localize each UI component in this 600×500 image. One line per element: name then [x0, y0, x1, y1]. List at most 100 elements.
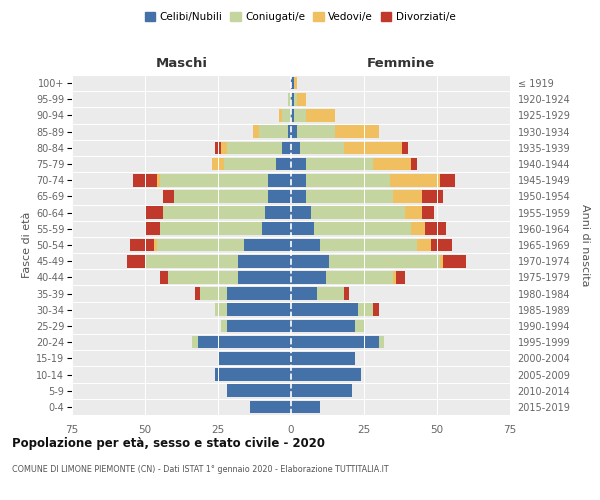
Bar	[317, 288, 344, 300]
Bar	[355, 320, 364, 332]
Bar	[393, 271, 396, 283]
Bar	[160, 222, 262, 235]
Bar	[305, 190, 393, 202]
Bar	[294, 77, 297, 90]
Bar	[390, 174, 440, 186]
Bar	[253, 126, 259, 138]
Bar	[227, 288, 291, 300]
Bar	[212, 158, 224, 170]
Bar	[311, 206, 405, 219]
Bar	[238, 255, 291, 268]
Bar	[305, 174, 390, 186]
Bar	[305, 109, 335, 122]
Bar	[268, 174, 291, 186]
Bar	[335, 126, 379, 138]
Bar	[405, 206, 422, 219]
Bar	[291, 336, 379, 348]
Bar	[130, 238, 154, 252]
Bar	[329, 255, 440, 268]
Bar	[416, 238, 431, 252]
Bar	[250, 400, 291, 413]
Bar	[291, 352, 355, 364]
Bar	[291, 368, 361, 381]
Bar	[291, 174, 305, 186]
Text: Popolazione per età, sesso e stato civile - 2020: Popolazione per età, sesso e stato civil…	[12, 438, 325, 450]
Bar	[443, 255, 466, 268]
Bar	[215, 142, 221, 154]
Bar	[145, 206, 163, 219]
Bar	[440, 174, 455, 186]
Bar	[305, 158, 373, 170]
Bar	[282, 109, 291, 122]
Bar	[291, 238, 320, 252]
Bar	[291, 142, 300, 154]
Bar	[224, 158, 277, 170]
Bar	[157, 174, 160, 186]
Bar	[169, 271, 238, 283]
Bar	[379, 336, 385, 348]
Bar	[422, 206, 434, 219]
Bar	[157, 238, 244, 252]
Bar	[291, 384, 352, 397]
Bar	[154, 238, 157, 252]
Bar	[163, 190, 174, 202]
Bar	[127, 255, 145, 268]
Bar	[262, 222, 291, 235]
Bar	[200, 288, 227, 300]
Bar	[294, 93, 297, 106]
Bar	[358, 304, 373, 316]
Bar	[218, 352, 291, 364]
Bar	[291, 158, 305, 170]
Bar	[411, 158, 416, 170]
Bar	[396, 271, 405, 283]
Bar	[282, 142, 291, 154]
Bar	[291, 320, 355, 332]
Bar	[373, 304, 379, 316]
Bar	[297, 126, 335, 138]
Bar	[422, 190, 443, 202]
Bar	[291, 222, 314, 235]
Bar	[326, 271, 393, 283]
Bar	[160, 174, 268, 186]
Bar	[227, 142, 282, 154]
Bar	[291, 400, 320, 413]
Bar	[227, 384, 291, 397]
Bar	[291, 109, 294, 122]
Y-axis label: Anni di nascita: Anni di nascita	[580, 204, 590, 286]
Bar	[192, 336, 197, 348]
Bar	[197, 336, 291, 348]
Bar	[145, 255, 238, 268]
Bar	[277, 158, 291, 170]
Bar	[215, 304, 227, 316]
Bar	[238, 271, 291, 283]
Bar	[411, 222, 425, 235]
Text: COMUNE DI LIMONE PIEMONTE (CN) - Dati ISTAT 1° gennaio 2020 - Elaborazione TUTTI: COMUNE DI LIMONE PIEMONTE (CN) - Dati IS…	[12, 466, 389, 474]
Bar	[265, 206, 291, 219]
Bar	[160, 271, 169, 283]
Bar	[402, 142, 408, 154]
Bar	[215, 368, 291, 381]
Bar	[133, 174, 157, 186]
Bar	[344, 288, 349, 300]
Bar	[373, 158, 411, 170]
Bar	[221, 320, 227, 332]
Bar	[291, 93, 294, 106]
Text: Femmine: Femmine	[367, 57, 434, 70]
Legend: Celibi/Nubili, Coniugati/e, Vedovi/e, Divorziati/e: Celibi/Nubili, Coniugati/e, Vedovi/e, Di…	[140, 8, 460, 26]
Bar	[174, 190, 268, 202]
Bar	[291, 126, 297, 138]
Bar	[291, 255, 329, 268]
Bar	[291, 206, 311, 219]
Bar	[440, 255, 443, 268]
Bar	[280, 109, 282, 122]
Bar	[300, 142, 344, 154]
Bar	[227, 304, 291, 316]
Bar	[288, 126, 291, 138]
Bar	[194, 288, 200, 300]
Bar	[244, 238, 291, 252]
Bar	[291, 77, 294, 90]
Bar	[393, 190, 422, 202]
Bar	[259, 126, 288, 138]
Bar	[320, 238, 416, 252]
Bar	[163, 206, 265, 219]
